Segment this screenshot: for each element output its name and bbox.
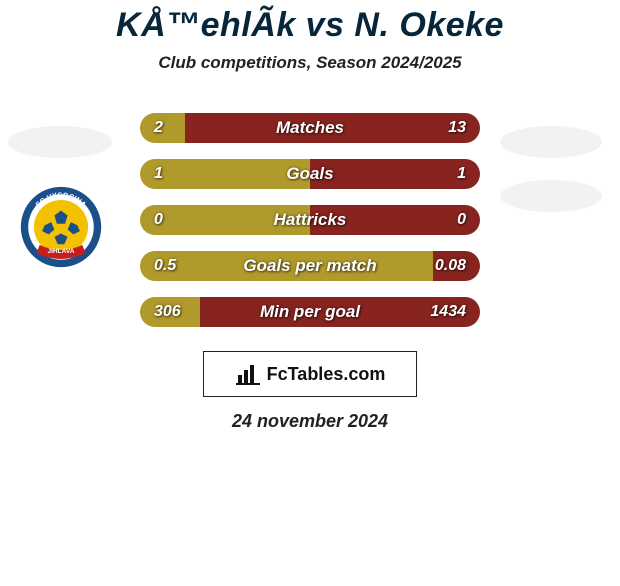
stat-fill-right [310, 205, 480, 235]
watermark-text: FcTables.com [267, 364, 386, 385]
club-badge-left: FC VYSOCINA JIHLAVA [20, 186, 102, 268]
date-text: 24 november 2024 [0, 411, 620, 432]
stat-fill-right [200, 297, 480, 327]
stat-row: Goals per match0.50.08 [140, 251, 480, 281]
page-title: KÅ™ehlÃ­k vs N. Okeke [0, 6, 620, 45]
watermark: FcTables.com [203, 351, 417, 397]
stat-row: Hattricks00 [140, 205, 480, 235]
stat-fill-left [140, 297, 200, 327]
page-subtitle: Club competitions, Season 2024/2025 [0, 53, 620, 73]
stat-fill-right [433, 251, 480, 281]
svg-text:JIHLAVA: JIHLAVA [47, 248, 74, 255]
stats-container: Matches213 Goals11 Hattricks00 Goals per ma… [140, 113, 480, 327]
player-right-placeholder [500, 126, 602, 158]
stat-row: Goals11 [140, 159, 480, 189]
stat-row: Matches213 [140, 113, 480, 143]
stat-fill-left [140, 205, 310, 235]
stat-row: Min per goal3061434 [140, 297, 480, 327]
stat-fill-left [140, 251, 433, 281]
stat-fill-right [310, 159, 480, 189]
stat-fill-left [140, 113, 185, 143]
club-badge-right-placeholder [500, 180, 602, 212]
stat-fill-right [185, 113, 480, 143]
player-left-placeholder [8, 126, 112, 158]
stat-fill-left [140, 159, 310, 189]
bar-chart-icon [235, 363, 261, 385]
